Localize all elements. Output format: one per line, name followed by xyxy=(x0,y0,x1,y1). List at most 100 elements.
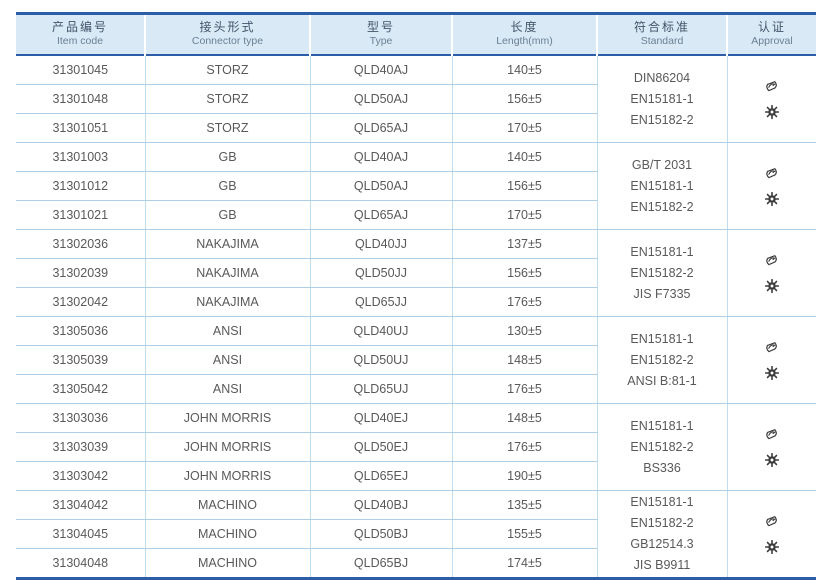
standard-line: BS336 xyxy=(643,460,681,475)
certification-logo-icon xyxy=(766,167,778,178)
standard-line: EN15182-2 xyxy=(630,265,694,280)
length-cell: 176±5 xyxy=(451,374,597,404)
table-row: 31305042 ANSI QLD65UJ 176±5 xyxy=(16,374,816,404)
type-cell: QLD40AJ xyxy=(309,142,452,172)
approval-cell xyxy=(726,316,816,404)
type-cell: QLD65BJ xyxy=(309,548,452,579)
standard-line: GB12514.3 xyxy=(630,537,694,551)
type-cell: QLD50BJ xyxy=(309,519,452,549)
column-header-zh: 型号 xyxy=(366,20,395,34)
connector-type-cell: GB xyxy=(144,142,310,172)
length-cell: 156±5 xyxy=(451,84,597,114)
length-cell: 156±5 xyxy=(451,258,597,288)
table-row: 31301051 STORZ QLD65AJ 170±5 xyxy=(16,113,816,143)
type-cell: QLD40UJ xyxy=(309,316,452,346)
table-row: 31305036 ANSI QLD40UJ 130±5 EN15181-1 EN15182… xyxy=(16,316,816,404)
length-cell: 156±5 xyxy=(451,171,597,201)
length-cell: 137±5 xyxy=(451,229,597,259)
type-cell: QLD65AJ xyxy=(309,200,452,230)
connector-type-cell: JOHN MORRIS xyxy=(144,403,310,433)
type-cell: QLD40AJ xyxy=(309,55,452,85)
approval-icons xyxy=(730,79,815,120)
column-header-type: 型号 Type xyxy=(309,13,452,55)
table-row: 31303036 JOHN MORRIS QLD40EJ 148±5 EN15181-1… xyxy=(16,403,816,491)
approval-cell xyxy=(726,142,816,230)
connector-type-cell: NAKAJIMA xyxy=(144,258,310,288)
connector-type-cell: MACHINO xyxy=(144,548,310,579)
table-row: 31301045 STORZ QLD40AJ 140±5 DIN86204 EN15181… xyxy=(16,55,816,143)
standard-cell: EN15181-1 EN15182-2 ANSI B:81-1 xyxy=(596,316,727,404)
standard-line: GB/T 2031 xyxy=(631,157,693,172)
item-code-cell: 31305036 xyxy=(16,316,145,346)
standard-cell: EN15181-1 EN15182-2 GB12514.3 JIS B9911 xyxy=(596,490,727,579)
approval-icons xyxy=(730,253,815,294)
standard-cell: EN15181-1 EN15182-2 JIS F7335 xyxy=(596,229,727,317)
item-code-cell: 31304048 xyxy=(52,556,109,570)
item-code-cell: 31305039 xyxy=(16,345,145,375)
length-cell: 130±5 xyxy=(451,316,597,346)
approval-cell xyxy=(726,403,816,491)
length-cell: 148±5 xyxy=(451,403,597,433)
standard-line: EN15181-1 xyxy=(630,91,694,106)
wheelmark-gear-icon xyxy=(764,452,779,467)
table-row: 31301003 GB QLD40AJ 140±5 GB/T 2031 EN15181-1… xyxy=(16,142,816,230)
type-cell: QLD65JJ xyxy=(309,287,452,317)
column-header-zh: 长度 xyxy=(510,20,539,34)
length-cell: 176±5 xyxy=(451,287,597,317)
table-row: 31301048 STORZ QLD50AJ 156±5 xyxy=(16,84,816,114)
standard-line: EN15182-2 xyxy=(630,516,694,530)
item-code-cell: 31301051 xyxy=(16,113,145,143)
table-row: 31303039 JOHN MORRIS QLD50EJ 176±5 xyxy=(16,432,816,462)
item-code-cell: 31302042 xyxy=(16,287,145,317)
standard-cell: EN15181-1 EN15182-2 BS336 xyxy=(596,403,727,491)
item-code-cell: 31301021 xyxy=(16,200,145,230)
column-header-zh: 符合标准 xyxy=(633,20,690,34)
column-header-en: Type xyxy=(369,35,393,47)
type-cell: QLD40BJ xyxy=(309,490,452,520)
connector-type-cell: GB xyxy=(144,200,310,230)
item-code-cell: 31302036 xyxy=(16,229,145,259)
standard-line: EN15181-1 xyxy=(630,418,694,433)
wheelmark-gear-icon xyxy=(764,104,779,119)
column-header-en: Length(mm) xyxy=(496,35,553,47)
connector-type-cell: NAKAJIMA xyxy=(144,229,310,259)
column-header-en: Connector type xyxy=(191,35,264,47)
column-header-en: Item code xyxy=(56,35,104,47)
column-header-en: Standard xyxy=(640,35,684,47)
spec-table: 产品编号 Item code 接头形式 Connector type 型号 Type 长度 L… xyxy=(16,12,816,580)
column-header-standard: 符合标准 Standard xyxy=(596,13,727,55)
connector-type-cell: STORZ xyxy=(144,84,310,114)
approval-icons xyxy=(730,166,815,207)
length-cell: 170±5 xyxy=(451,113,597,143)
standard-line: DIN86204 xyxy=(633,70,691,85)
type-cell: QLD40EJ xyxy=(309,403,452,433)
standard-line: EN15181-1 xyxy=(630,495,694,509)
approval-cell xyxy=(726,490,816,579)
standard-line: EN15182-2 xyxy=(630,199,694,214)
certification-logo-icon xyxy=(766,428,778,439)
column-header-en: Approval xyxy=(751,35,793,47)
certification-logo-icon xyxy=(766,80,778,91)
item-code-cell: 31303036 xyxy=(16,403,145,433)
standard-line: EN15182-2 xyxy=(630,352,694,367)
approval-icons xyxy=(730,340,815,381)
item-code-cell: 31301003 xyxy=(16,142,145,172)
approval-icons xyxy=(730,427,815,468)
standard-cell: DIN86204 EN15181-1 EN15182-2 xyxy=(596,55,727,143)
length-cell: 140±5 xyxy=(451,142,597,172)
item-code-cell: 31303042 xyxy=(16,461,145,491)
connector-type-cell: ANSI xyxy=(144,345,310,375)
item-code-cell: 31304045 xyxy=(16,519,145,549)
type-cell: QLD65EJ xyxy=(309,461,452,491)
item-code-cell: 31301012 xyxy=(16,171,145,201)
product-spec-table-container: 产品编号 Item code 接头形式 Connector type 型号 Type 长度 L… xyxy=(16,12,816,580)
approval-cell xyxy=(726,229,816,317)
connector-type-cell: STORZ xyxy=(144,55,310,85)
connector-type-cell: ANSI xyxy=(144,374,310,404)
connector-type-cell: JOHN MORRIS xyxy=(144,432,310,462)
type-cell: QLD50JJ xyxy=(309,258,452,288)
length-cell: 148±5 xyxy=(451,345,597,375)
column-header-zh: 接头形式 xyxy=(199,20,256,34)
item-code-cell: 31303039 xyxy=(16,432,145,462)
column-header-approval: 认证 Approval xyxy=(726,13,816,55)
